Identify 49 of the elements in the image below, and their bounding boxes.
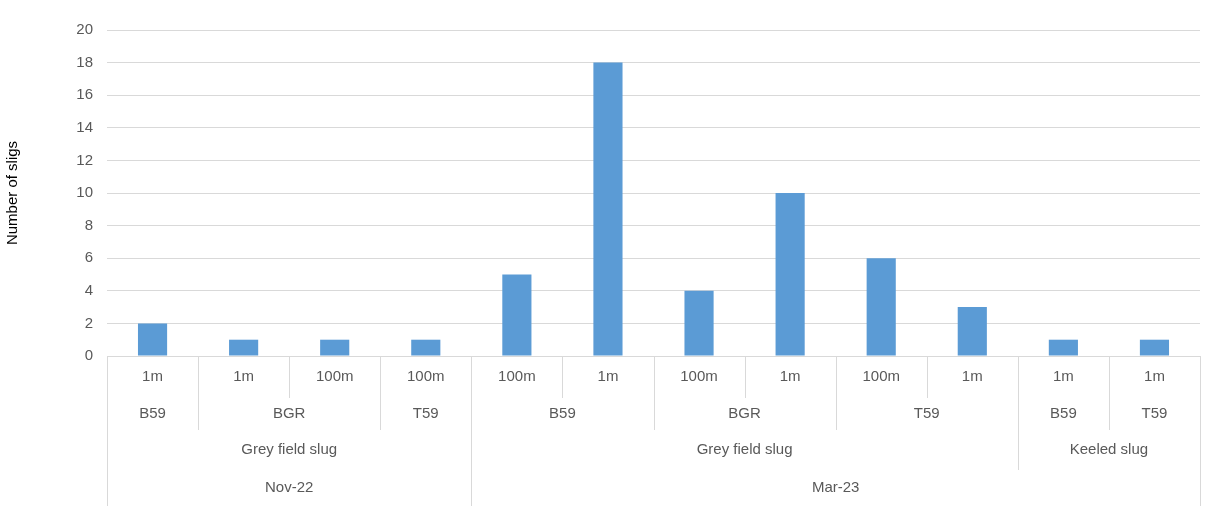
y-tick-label: 16 <box>76 85 93 103</box>
category-label: BGR <box>728 404 761 422</box>
category-label: 100m <box>680 367 718 385</box>
bar <box>229 339 259 356</box>
category-label: 1m <box>1052 367 1074 385</box>
bar <box>593 62 623 356</box>
category-label: 1m <box>142 367 163 385</box>
bar <box>1139 339 1170 356</box>
bar <box>866 258 896 356</box>
category-label: BGR <box>272 404 306 422</box>
category-label: Mar-23 <box>811 478 860 496</box>
y-tick-label: 20 <box>76 20 93 38</box>
bar <box>684 290 714 356</box>
y-tick-label: 14 <box>76 117 93 135</box>
category-label: 1m <box>1144 367 1165 385</box>
category-label: T59 <box>412 404 439 422</box>
y-tick-label: 4 <box>84 280 93 298</box>
category-label: B59 <box>1050 404 1077 422</box>
category-label: 1m <box>597 367 619 385</box>
category-label: 100m <box>498 367 536 385</box>
bar <box>411 339 441 356</box>
category-label: 1m <box>233 367 255 385</box>
y-tick-label: 18 <box>76 52 93 70</box>
category-label: T59 <box>1141 404 1168 422</box>
category-label: T59 <box>913 404 940 422</box>
bar <box>775 193 805 356</box>
category-label: B59 <box>139 404 166 422</box>
bar <box>137 323 168 356</box>
category-label: 100m <box>315 367 354 385</box>
bar <box>502 274 532 356</box>
y-axis-title: Number of sligs <box>3 140 21 246</box>
category-label: B59 <box>549 404 576 422</box>
y-tick-label: 10 <box>76 183 93 201</box>
category-label: Nov-22 <box>264 478 314 496</box>
category-label: 1m <box>779 367 801 385</box>
category-label: 1m <box>961 367 983 385</box>
category-label: 100m <box>862 367 900 385</box>
y-tick-label: 8 <box>84 215 93 233</box>
category-label: 100m <box>407 367 445 385</box>
y-tick-label: 12 <box>76 150 93 168</box>
bar <box>957 307 987 356</box>
bar <box>1048 339 1078 356</box>
y-tick-label: 2 <box>84 313 93 331</box>
y-tick-label: 6 <box>84 248 93 266</box>
bar <box>320 339 350 356</box>
y-tick-label: 0 <box>84 346 93 364</box>
category-label: Keeled slug <box>1069 440 1149 458</box>
category-label: Grey field slug <box>241 440 338 458</box>
category-label: Grey field slug <box>696 440 793 458</box>
